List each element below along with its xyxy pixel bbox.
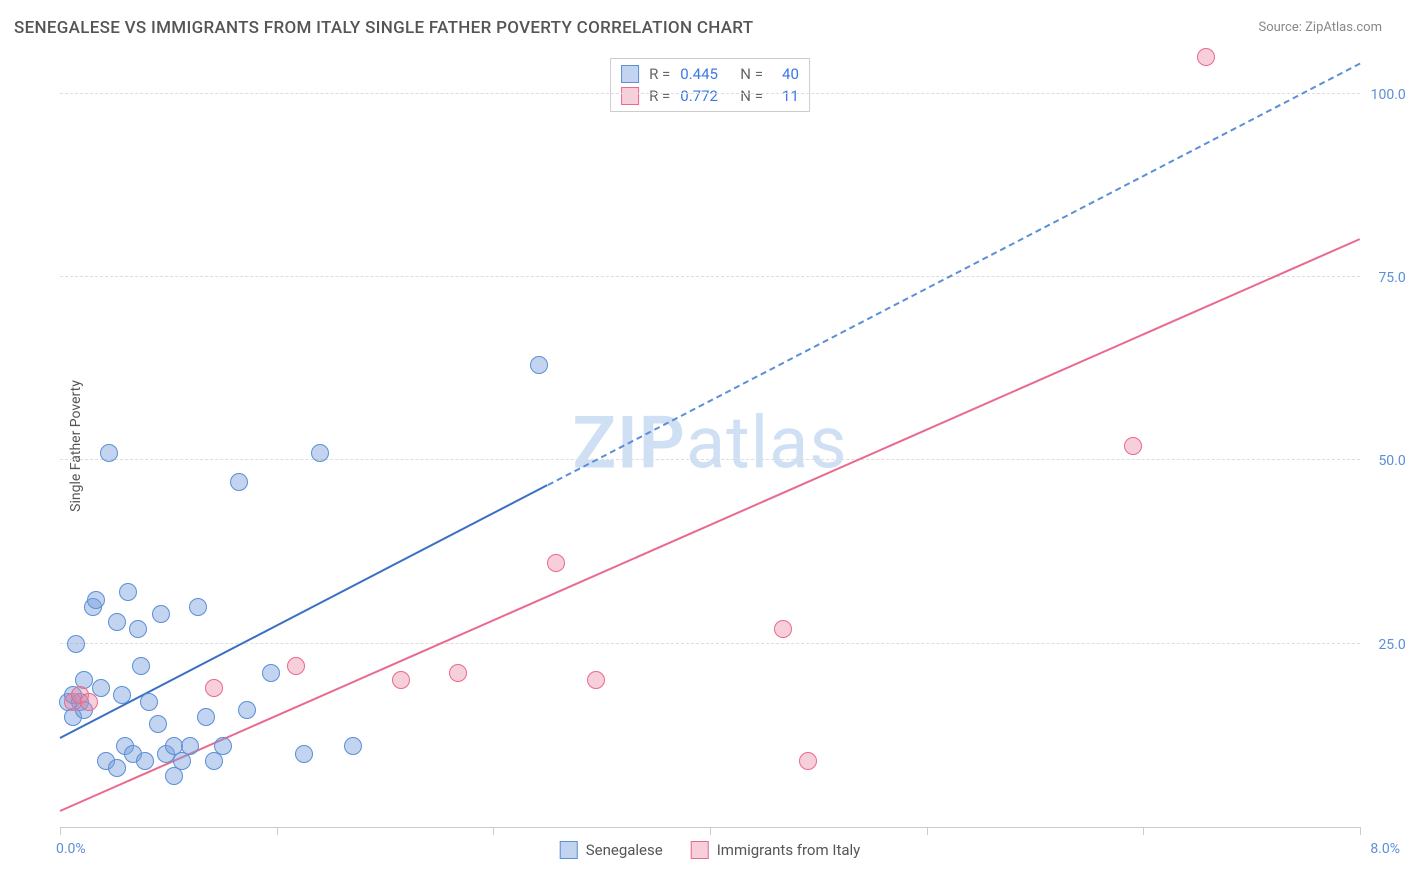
data-point — [189, 598, 207, 616]
legend-n-label: N = — [740, 87, 763, 105]
data-point — [100, 444, 118, 462]
legend-swatch-1 — [621, 87, 639, 105]
trend-line — [547, 62, 1360, 485]
legend-stats-row-0: R = 0.445 N = 40 — [621, 63, 799, 85]
legend-swatch-series-0 — [560, 841, 578, 859]
x-tick — [60, 827, 61, 835]
legend-r-value-0: 0.445 — [680, 65, 724, 83]
legend-n-value-1: 11 — [773, 87, 799, 105]
legend-item-1: Immigrants from Italy — [691, 841, 861, 859]
grid-line — [60, 276, 1360, 277]
legend-swatch-series-1 — [691, 841, 709, 859]
data-point — [1197, 48, 1215, 66]
data-point — [132, 657, 150, 675]
data-point — [113, 686, 131, 704]
chart-container: SENEGALESE VS IMMIGRANTS FROM ITALY SING… — [0, 0, 1406, 892]
legend-series: Senegalese Immigrants from Italy — [560, 841, 861, 859]
data-point — [344, 737, 362, 755]
x-tick — [493, 827, 494, 835]
data-point — [547, 554, 565, 572]
y-tick-label: 75.0% — [1378, 270, 1406, 286]
data-point — [149, 715, 167, 733]
data-point — [238, 701, 256, 719]
data-point — [108, 759, 126, 777]
data-point — [108, 613, 126, 631]
grid-line — [60, 643, 1360, 644]
data-point — [230, 473, 248, 491]
data-point — [119, 583, 137, 601]
legend-n-value-0: 40 — [773, 65, 799, 83]
watermark-light: atlas — [686, 400, 848, 485]
data-point — [136, 752, 154, 770]
grid-line — [60, 93, 1360, 94]
data-point — [587, 671, 605, 689]
data-point — [530, 356, 548, 374]
data-point — [392, 671, 410, 689]
legend-label-1: Immigrants from Italy — [717, 841, 861, 859]
data-point — [449, 664, 467, 682]
y-tick-label: 25.0% — [1378, 637, 1406, 653]
watermark: ZIPatlas — [572, 400, 847, 485]
x-tick-label: 0.0% — [56, 841, 86, 857]
x-tick — [1143, 827, 1144, 835]
y-tick-label: 50.0% — [1378, 453, 1406, 469]
data-point — [197, 708, 215, 726]
data-point — [295, 745, 313, 763]
trend-line — [60, 484, 548, 739]
data-point — [799, 752, 817, 770]
data-point — [311, 444, 329, 462]
legend-swatch-0 — [621, 65, 639, 83]
legend-item-0: Senegalese — [560, 841, 663, 859]
data-point — [287, 657, 305, 675]
legend-stats-row-1: R = 0.772 N = 11 — [621, 85, 799, 107]
data-point — [181, 737, 199, 755]
data-point — [1124, 437, 1142, 455]
data-point — [140, 693, 158, 711]
x-tick — [927, 827, 928, 835]
legend-r-value-1: 0.772 — [680, 87, 724, 105]
legend-stats: R = 0.445 N = 40 R = 0.772 N = 11 — [610, 58, 810, 112]
data-point — [214, 737, 232, 755]
grid-line — [60, 459, 1360, 460]
data-point — [205, 679, 223, 697]
x-tick — [277, 827, 278, 835]
trend-line — [60, 238, 1361, 812]
data-point — [262, 664, 280, 682]
data-point — [152, 605, 170, 623]
plot-area: ZIPatlas R = 0.445 N = 40 R = 0.772 N = … — [60, 58, 1360, 828]
data-point — [129, 620, 147, 638]
data-point — [774, 620, 792, 638]
data-point — [67, 635, 85, 653]
x-tick-label: 8.0% — [1370, 841, 1400, 857]
chart-source: Source: ZipAtlas.com — [1258, 20, 1382, 35]
x-tick — [1360, 827, 1361, 835]
data-point — [80, 693, 98, 711]
legend-label-0: Senegalese — [586, 841, 663, 859]
data-point — [87, 591, 105, 609]
y-tick-label: 100.0% — [1371, 87, 1406, 103]
x-tick — [710, 827, 711, 835]
chart-title: SENEGALESE VS IMMIGRANTS FROM ITALY SING… — [14, 18, 753, 38]
legend-n-label: N = — [740, 65, 763, 83]
legend-r-label: R = — [649, 65, 670, 83]
legend-r-label: R = — [649, 87, 670, 105]
